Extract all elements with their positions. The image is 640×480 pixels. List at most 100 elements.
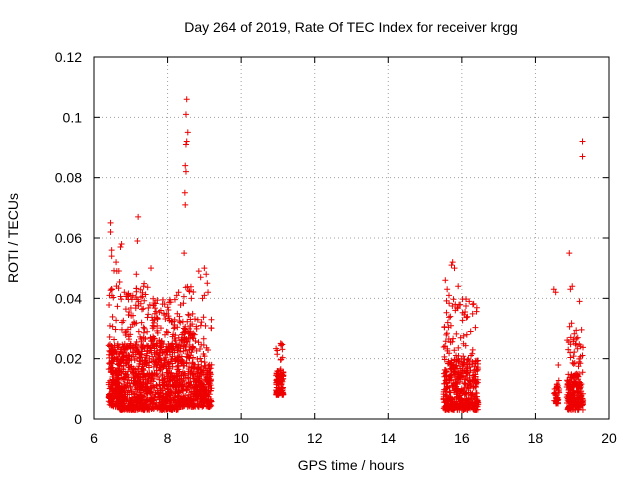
data-point [470,369,477,376]
data-point [109,355,116,362]
data-point [470,300,477,307]
data-point [131,404,138,411]
data-point [578,326,585,333]
data-point [453,330,460,337]
data-point [577,353,584,360]
x-tick-label: 18 [528,430,544,446]
data-point [158,344,165,351]
data-point [578,381,585,388]
data-point [178,337,185,344]
data-point [137,286,144,293]
data-point [160,310,167,317]
data-point [203,392,210,399]
data-point [573,335,580,342]
data-point [127,331,134,338]
data-point [159,406,166,413]
data-point [200,335,207,342]
data-point [166,377,173,384]
data-point [196,373,203,380]
data-point [455,344,462,351]
data-point [459,317,466,324]
y-tick-label: 0.1 [63,109,83,125]
data-point [175,334,182,341]
data-point [472,360,479,367]
data-point [567,334,574,341]
data-point [125,374,132,381]
data-point [467,378,474,385]
data-point [474,406,481,413]
data-point [165,369,172,376]
data-point [118,375,125,382]
data-point [122,371,129,378]
data-point [462,381,469,388]
y-axis-title: ROTI / TECUs [5,193,21,283]
data-point [567,286,574,293]
data-point [106,292,113,299]
data-point [571,391,578,398]
data-point [183,96,190,103]
data-point [177,356,184,363]
data-point [566,396,573,403]
data-point [158,406,165,413]
data-point [469,301,476,308]
data-point [457,392,464,399]
data-point [107,287,114,294]
data-point [159,371,166,378]
data-point [108,286,115,293]
data-point [464,313,471,320]
data-point [111,342,118,349]
data-point [568,371,575,378]
data-point [179,331,186,338]
data-point [190,361,197,368]
data-point [448,395,455,402]
data-point [273,345,280,352]
data-point [447,389,454,396]
data-point [466,372,473,379]
data-point [171,374,178,381]
data-point [168,346,175,353]
data-point [154,297,161,304]
x-tick-label: 8 [164,430,172,446]
data-point [473,304,480,311]
data-point [199,403,206,410]
data-point [444,319,451,326]
data-point [133,320,140,327]
data-point [106,333,113,340]
data-point [170,382,177,389]
y-tick-label: 0.04 [55,290,82,306]
data-point [156,396,163,403]
data-point [124,382,131,389]
data-point [183,335,190,342]
data-point [457,373,464,380]
data-point [189,310,196,317]
data-point [578,388,585,395]
data-point [190,370,197,377]
data-point [454,387,461,394]
data-point [201,385,208,392]
data-point [127,398,134,405]
data-point [186,341,193,348]
data-point [137,294,144,301]
data-point [453,394,460,401]
data-point [183,343,190,350]
data-point [109,388,116,395]
data-point [193,347,200,354]
data-point [165,313,172,320]
data-point [134,403,141,410]
data-point [182,168,189,175]
data-point [449,259,456,266]
data-point [461,380,468,387]
data-point [278,356,285,363]
data-point [157,307,164,314]
data-point [113,317,120,324]
data-point [574,345,581,352]
data-point [181,372,188,379]
data-point [126,353,133,360]
data-point [122,306,129,313]
data-point [199,369,206,376]
data-point [186,287,193,294]
data-point [126,309,133,316]
x-tick-labels: 6 8 10 12 14 16 18 20 [90,430,617,446]
data-point [469,358,476,365]
data-point [440,344,447,351]
